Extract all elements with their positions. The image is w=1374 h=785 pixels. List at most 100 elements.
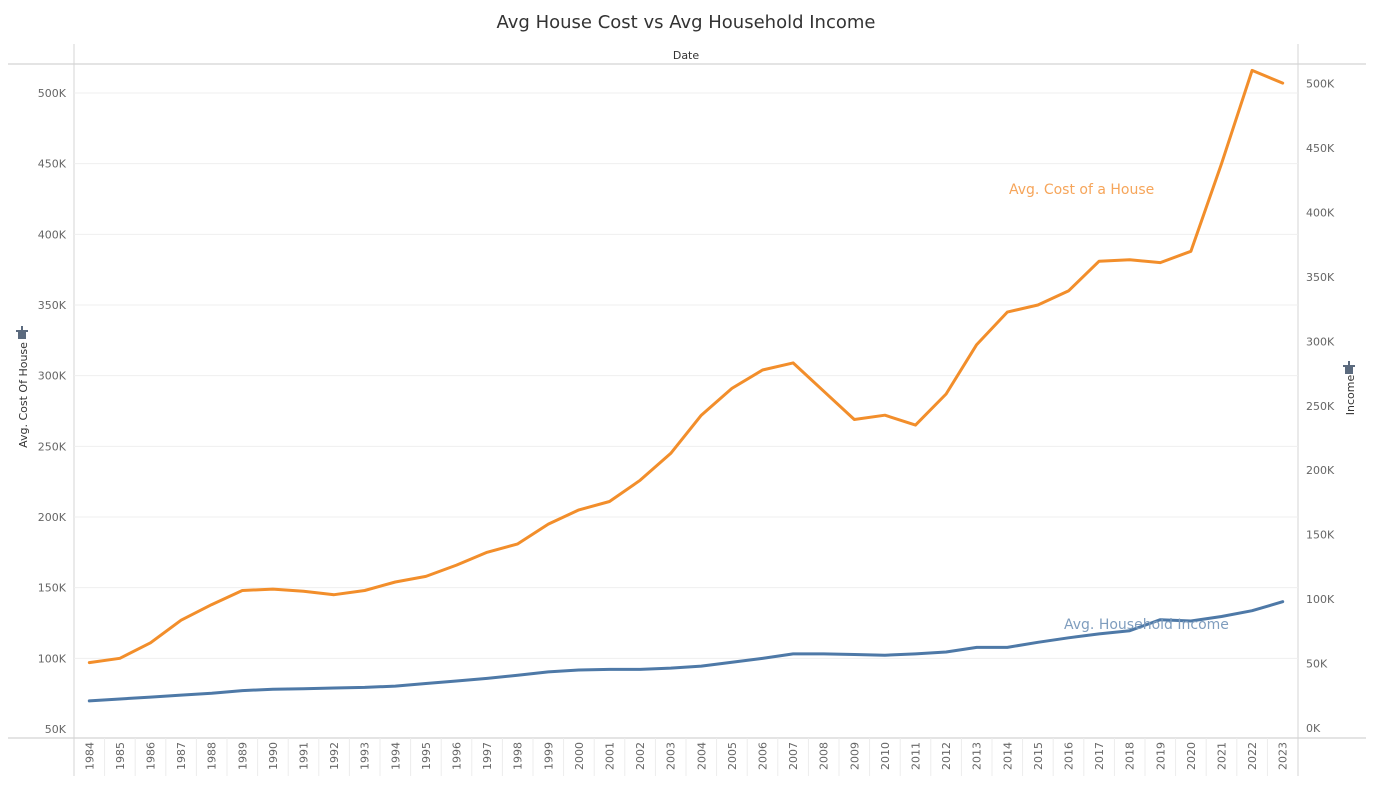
right-tick-label: 200K	[1306, 464, 1335, 477]
x-tick-group: 2016	[1063, 742, 1076, 770]
x-tick-label: 1985	[114, 742, 127, 770]
x-tick-label: 2003	[665, 742, 678, 770]
right-axis-title: Income	[1344, 375, 1357, 416]
x-tick-group: 1995	[420, 742, 433, 770]
x-tick-group: 2014	[1001, 742, 1014, 770]
x-tick-label: 2007	[787, 742, 800, 770]
x-tick-label: 2009	[848, 742, 861, 770]
x-tick-label: 2017	[1093, 742, 1106, 770]
left-axis-title-group: Avg. Cost Of House	[17, 342, 30, 448]
x-tick-label: 2014	[1001, 742, 1014, 770]
left-tick-label: 250K	[38, 440, 67, 453]
x-tick-label: 1987	[175, 742, 188, 770]
x-tick-group: 2019	[1154, 742, 1167, 770]
x-tick-group: 1989	[236, 742, 249, 770]
x-tick-label: 1984	[83, 742, 96, 770]
x-tick-label: 1989	[236, 742, 249, 770]
x-tick-group: 2018	[1124, 742, 1137, 770]
x-tick-group: 1985	[114, 742, 127, 770]
right-tick-label: 350K	[1306, 271, 1335, 284]
series-label-1: Avg. Household Income	[1064, 617, 1229, 633]
x-tick-group: 1999	[542, 742, 555, 770]
x-tick-label: 2000	[573, 742, 586, 770]
x-tick-label: 1996	[451, 742, 464, 770]
x-tick-label: 2021	[1216, 742, 1229, 770]
x-tick-group: 2021	[1216, 742, 1229, 770]
pin-icon	[16, 326, 28, 339]
pin-icon	[1343, 361, 1355, 374]
chart-title: Avg House Cost vs Avg Household Income	[497, 12, 876, 33]
x-tick-label: 1994	[389, 742, 402, 770]
x-tick-group: 2013	[971, 742, 984, 770]
x-tick-label: 2002	[634, 742, 647, 770]
x-tick-group: 2015	[1032, 742, 1045, 770]
left-tick-label: 50K	[45, 723, 67, 736]
x-tick-group: 1992	[328, 742, 341, 770]
x-tick-group: 2008	[818, 742, 831, 770]
x-tick-group: 1994	[389, 742, 402, 770]
x-tick-label: 2016	[1063, 742, 1076, 770]
x-tick-label: 1999	[542, 742, 555, 770]
x-tick-label: 2005	[726, 742, 739, 770]
series-label-0: Avg. Cost of a House	[1009, 182, 1154, 198]
x-tick-group: 1987	[175, 742, 188, 770]
series-line-1	[87, 600, 1285, 703]
x-tick-group: 1997	[481, 742, 494, 770]
left-axis-title: Avg. Cost Of House	[17, 342, 30, 448]
x-tick-label: 1991	[298, 742, 311, 770]
x-tick-label: 1997	[481, 742, 494, 770]
right-tick-label: 450K	[1306, 142, 1335, 155]
x-tick-group: 2012	[940, 742, 953, 770]
x-tick-group: 2017	[1093, 742, 1106, 770]
pin-icon-right	[1343, 361, 1355, 374]
x-axis-header: Date	[673, 49, 700, 62]
x-tick-label: 1995	[420, 742, 433, 770]
right-axis-title-group: Income	[1344, 375, 1357, 416]
right-tick-label: 100K	[1306, 593, 1335, 606]
x-tick-group: 1991	[298, 742, 311, 770]
left-axis-ticks: 50K 100K 150K 200K 250K 300K 350K 400K 450K 500K	[38, 87, 67, 736]
right-tick-label: 400K	[1306, 206, 1335, 219]
x-tick-group: 1988	[206, 742, 219, 770]
right-tick-label: 0K	[1306, 722, 1321, 735]
x-tick-label: 2023	[1277, 742, 1290, 770]
right-axis-ticks: 0K 50K 100K 150K 200K 250K 300K 350K 400K 450K 500…	[1306, 78, 1335, 735]
x-tick-label: 2008	[818, 742, 831, 770]
right-tick-label: 150K	[1306, 529, 1335, 542]
x-tick-group: 2002	[634, 742, 647, 770]
series-line-0	[87, 68, 1285, 665]
x-tick-group: 2004	[695, 742, 708, 770]
x-tick-label: 2001	[604, 742, 617, 770]
x-tick-group: 2001	[604, 742, 617, 770]
x-tick-group: 2020	[1185, 742, 1198, 770]
x-tick-group: 1984	[83, 742, 96, 770]
x-tick-label: 2011	[910, 742, 923, 770]
left-tick-label: 350K	[38, 299, 67, 312]
gridlines	[74, 92, 1298, 659]
x-tick-label: 1993	[359, 742, 372, 770]
series-labels: Avg. Cost of a House Avg. Household Incom…	[1009, 182, 1229, 633]
x-tick-group: 1998	[512, 742, 525, 770]
x-tick-label: 2010	[879, 742, 892, 770]
x-tick-group: 2007	[787, 742, 800, 770]
x-tick-label: 2022	[1246, 742, 1259, 770]
left-tick-label: 450K	[38, 158, 67, 171]
left-tick-label: 300K	[38, 370, 67, 383]
right-tick-label: 250K	[1306, 400, 1335, 413]
x-tick-group: 1990	[267, 742, 280, 770]
right-tick-label: 300K	[1306, 335, 1335, 348]
x-tick-group: 2023	[1277, 742, 1290, 770]
x-tick-label: 1986	[145, 742, 158, 770]
x-tick-group: 2005	[726, 742, 739, 770]
x-axis-ticks: 1984 1985 1986 1987 1988 1989 1990 1991 1992 1993…	[83, 738, 1290, 776]
x-tick-label: 2020	[1185, 742, 1198, 770]
x-tick-group: 2009	[848, 742, 861, 770]
x-tick-label: 2018	[1124, 742, 1137, 770]
left-tick-label: 200K	[38, 511, 67, 524]
pin-icon-left	[16, 326, 28, 339]
x-tick-label: 2013	[971, 742, 984, 770]
x-tick-group: 2000	[573, 742, 586, 770]
x-tick-label: 1998	[512, 742, 525, 770]
x-tick-group: 2022	[1246, 742, 1259, 770]
